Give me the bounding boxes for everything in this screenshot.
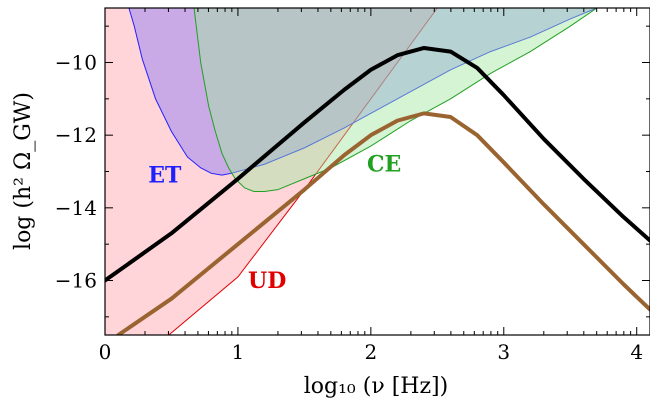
region-ud — [105, 8, 438, 335]
region-labels: UD ET CE — [148, 152, 401, 294]
x-tick-label: 1 — [232, 340, 245, 364]
region-label-et: ET — [148, 162, 182, 188]
axis-ticks: 0 1 2 3 4 −10 −12 −14 −16 — [55, 8, 650, 364]
x-tick-label: 3 — [497, 340, 510, 364]
spectrum-curve-2 — [116, 111, 650, 335]
x-tick-label: 2 — [364, 340, 377, 364]
y-tick-label: −14 — [55, 196, 97, 220]
spectrum-curves — [105, 45, 650, 335]
x-axis-label: log₁₀ (ν [Hz]) — [304, 374, 448, 399]
sensitivity-regions — [105, 8, 598, 335]
region-label-ce: CE — [367, 152, 401, 178]
region-label-ud: UD — [248, 268, 286, 294]
y-tick-label: −10 — [55, 51, 97, 75]
y-axis-label: log (h² Ω_GW) — [11, 92, 36, 250]
region-et — [128, 8, 598, 176]
spectrum-curve-1 — [105, 45, 650, 283]
y-tick-label: −16 — [55, 269, 97, 293]
x-tick-label: 0 — [99, 340, 112, 364]
x-tick-label: 4 — [630, 340, 643, 364]
y-tick-label: −12 — [55, 123, 97, 147]
region-ce — [193, 8, 598, 192]
